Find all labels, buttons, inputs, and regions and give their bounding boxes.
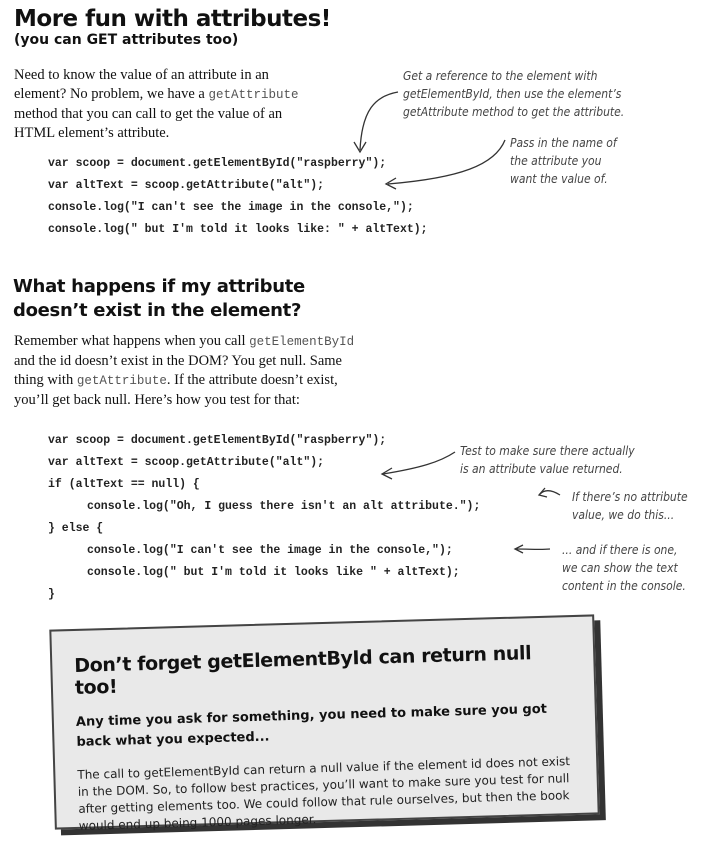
annotation-line: content in the console. <box>562 579 686 593</box>
section1-heading: More fun with attributes! (you can GET a… <box>14 6 331 48</box>
title: What happens if my attribute doesn’t exi… <box>13 276 305 321</box>
annotation: Pass in the name of the attribute you want… <box>510 134 617 188</box>
annotation-line: Test to make sure there actually <box>460 444 635 458</box>
arrow-head <box>384 177 397 190</box>
intro-paragraph: Need to know the value of an attribute i… <box>14 66 302 143</box>
annotation-line: getElementById, then use the element’s <box>403 87 622 101</box>
text: method that you can call to get the valu… <box>14 106 283 141</box>
arrow-head <box>380 467 393 480</box>
callout-title: Don’t forget getElementById can return n… <box>74 642 532 699</box>
callout-box: Don’t forget getElementById can return n… <box>49 614 600 833</box>
arrow <box>359 91 399 151</box>
annotation-line: Get a reference to the element with <box>403 69 598 83</box>
annotation-line: If there’s no attribute <box>572 490 688 504</box>
code-line: if (altText == null) { <box>48 478 200 491</box>
annotation-line: we can show the text <box>562 561 678 575</box>
code-line: console.log("Oh, I guess there isn't an … <box>87 500 481 513</box>
code-line: var scoop = document.getElementById("ras… <box>48 157 387 170</box>
annotation: ... and if there is one, we can show the … <box>562 541 686 595</box>
callout-lead: Any time you ask for something, you need… <box>75 701 548 750</box>
code-line: console.log("I can't see the image in th… <box>48 201 414 214</box>
text: Remember what happens when you call <box>14 333 250 349</box>
arrow-head <box>537 487 548 498</box>
code-line: var scoop = document.getElementById("ras… <box>48 434 387 447</box>
annotation-line: getAttribute method to get the attribute… <box>403 105 625 119</box>
annotation: Get a reference to the element with getEl… <box>403 67 624 121</box>
annotation-line: Pass in the name of <box>510 136 617 150</box>
annotation: Test to make sure there actually is an at… <box>460 442 635 478</box>
arrow <box>387 139 506 185</box>
annotation-line: the attribute you <box>510 154 602 168</box>
inline-code: getAttribute <box>76 374 167 388</box>
code-line: var altText = scoop.getAttribute("alt"); <box>48 456 325 469</box>
section2-heading: What happens if my attribute doesn’t exi… <box>13 275 373 323</box>
code-line: console.log("I can't see the image in th… <box>87 544 453 557</box>
code-line: } else { <box>48 522 104 535</box>
arrow-head <box>513 544 524 554</box>
text: . If the attribute doesn’t exist, you’ll… <box>14 372 338 408</box>
annotation-line: ... and if there is one, <box>562 543 678 557</box>
annotation: If there’s no attribute value, we do this… <box>572 488 688 524</box>
arrow-head <box>353 141 367 154</box>
subtitle: (you can GET attributes too) <box>14 32 239 48</box>
code-block: var scoop = document.getElementById("ras… <box>48 153 428 241</box>
code-block: var scoop = document.getElementById("ras… <box>48 430 480 606</box>
annotation-line: want the value of. <box>510 172 608 186</box>
inline-code: getAttribute <box>208 88 299 102</box>
intro-paragraph: Remember what happens when you call getE… <box>14 332 359 410</box>
code-line: var altText = scoop.getAttribute("alt"); <box>48 179 325 192</box>
code-line: console.log(" but I'm told it looks like… <box>48 223 428 236</box>
arrow <box>539 490 561 496</box>
annotation-line: value, we do this... <box>572 508 675 522</box>
inline-code: getElementById <box>249 335 355 349</box>
annotation-line: is an attribute value returned. <box>460 462 623 476</box>
text: Need to know the value of an attribute i… <box>14 67 269 102</box>
code-line: console.log(" but I'm told it looks like… <box>87 566 460 579</box>
code-line: } <box>48 588 55 601</box>
text: and the id doesn’t exist in the DOM? You… <box>14 353 342 388</box>
title: More fun with attributes! <box>14 6 331 32</box>
arrow <box>382 451 456 475</box>
callout-body: The call to getElementById can return a … <box>77 754 571 833</box>
